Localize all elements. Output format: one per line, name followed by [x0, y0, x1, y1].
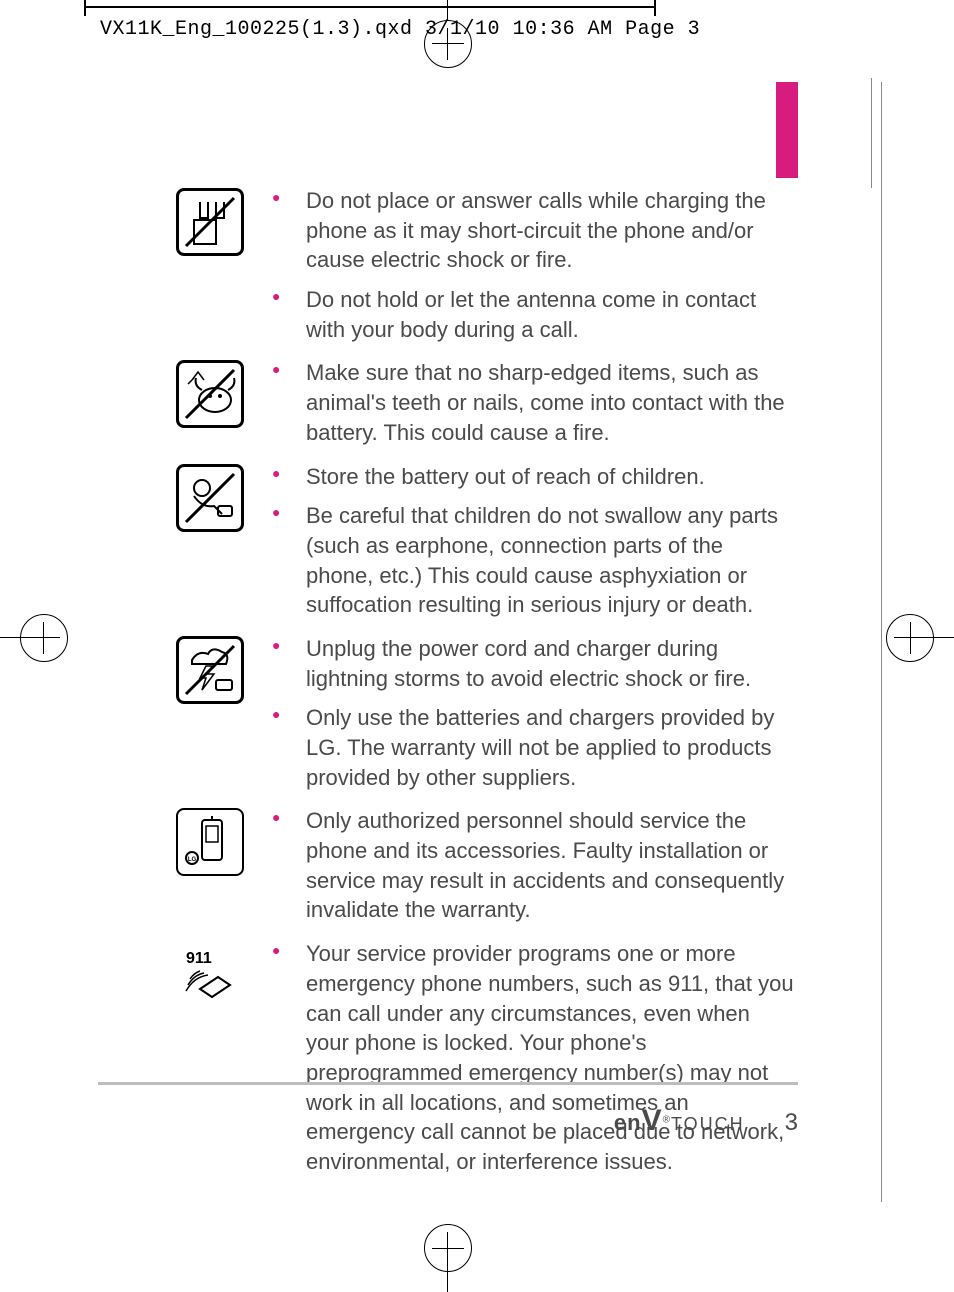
safety-bullet: Make sure that no sharp-edged items, suc… — [272, 358, 796, 447]
phone-charging-warning-icon — [176, 188, 244, 256]
safety-bullet: Do not place or answer calls while charg… — [272, 186, 796, 275]
crop-mark — [654, 0, 656, 16]
trim-line — [881, 82, 882, 1202]
footer-rule — [98, 1082, 798, 1085]
safety-section: Store the battery out of reach of childr… — [176, 462, 796, 630]
safety-bullet: Store the battery out of reach of childr… — [272, 462, 796, 492]
trim-line — [871, 78, 872, 188]
page-content: Do not place or answer calls while charg… — [176, 186, 796, 1191]
emergency-911-icon: 911 — [176, 941, 244, 1009]
lightning-storm-warning-icon — [176, 636, 244, 704]
crop-mark — [84, 0, 86, 16]
crop-mark — [910, 622, 911, 654]
crop-mark — [447, 1242, 448, 1292]
crop-mark — [894, 637, 954, 638]
child-safety-warning-icon — [176, 464, 244, 532]
safety-section: LG Only authorized personnel should serv… — [176, 806, 796, 935]
safety-section: Do not place or answer calls while charg… — [176, 186, 796, 354]
safety-bullet: Only authorized personnel should service… — [272, 806, 796, 925]
crop-mark — [43, 622, 44, 654]
safety-section: 911 Your service provider programs one o… — [176, 939, 796, 1187]
svg-text:911: 911 — [186, 950, 212, 967]
crop-mark — [0, 637, 60, 638]
print-header-slug: VX11K_Eng_100225(1.3).qxd 3/1/10 10:36 A… — [100, 18, 700, 41]
crop-mark — [84, 6, 654, 8]
safety-bullet: Do not hold or let the antenna come in c… — [272, 285, 796, 344]
animal-bite-warning-icon — [176, 360, 244, 428]
safety-bullet: Be careful that children do not swallow … — [272, 501, 796, 620]
crop-mark — [432, 43, 464, 44]
svg-text:LG: LG — [188, 857, 197, 863]
page-number: 3 — [785, 1109, 798, 1137]
safety-section: Make sure that no sharp-edged items, suc… — [176, 358, 796, 457]
safety-bullet: Unplug the power cord and charger during… — [272, 634, 796, 693]
safety-bullet: Only use the batteries and chargers prov… — [272, 703, 796, 792]
lg-phone-service-icon: LG — [176, 808, 244, 876]
page-footer: enV®TOUCH 3 — [614, 1104, 798, 1138]
safety-bullet: Your service provider programs one or mo… — [272, 939, 796, 1177]
safety-section: Unplug the power cord and charger during… — [176, 634, 796, 802]
env-touch-logo: enV®TOUCH — [614, 1104, 745, 1138]
section-tab — [776, 82, 798, 178]
registration-mark — [20, 614, 68, 662]
crop-mark — [432, 1248, 464, 1249]
